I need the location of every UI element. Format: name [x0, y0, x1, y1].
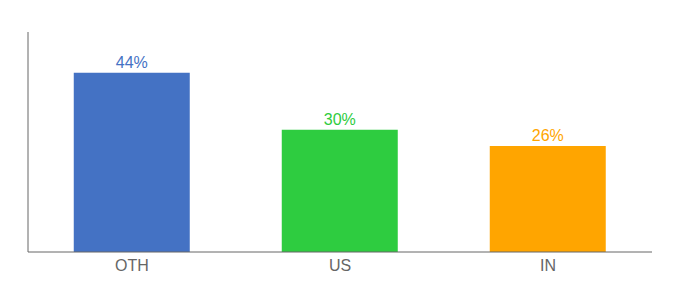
- svg-text:30%: 30%: [324, 111, 356, 128]
- svg-text:IN: IN: [540, 257, 556, 274]
- svg-text:OTH: OTH: [115, 257, 149, 274]
- svg-text:US: US: [329, 257, 351, 274]
- svg-text:44%: 44%: [116, 54, 148, 71]
- svg-text:26%: 26%: [532, 127, 564, 144]
